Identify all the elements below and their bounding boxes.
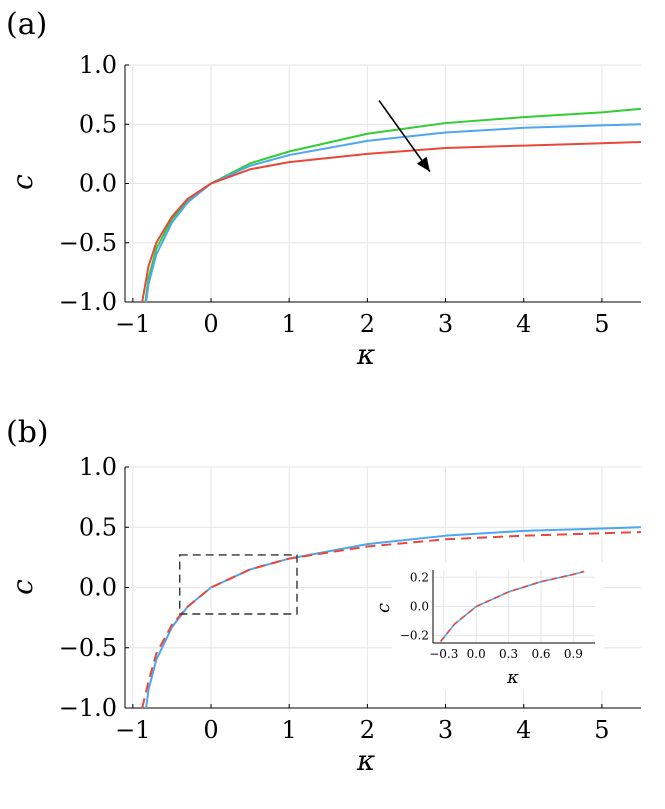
panel-a: (a) −1 0 1 2 3 4 5 −1.0 −0.5 0.0 0.5 1.0 c κ [6, 7, 642, 371]
series-line [141, 141, 642, 303]
inset-series [439, 570, 585, 643]
inset-axes: −0.3 0.0 0.3 0.6 0.9 −0.2 0.0 0.2 [400, 570, 595, 661]
inset-x-tick-label: 0.9 [564, 647, 583, 661]
panel-a-axes: −1 0 1 2 3 4 5 −1.0 −0.5 0.0 0.5 1.0 [59, 51, 641, 338]
zoom-region-box [179, 554, 298, 615]
inset-chart: −0.3 0.0 0.3 0.6 0.9 −0.2 0.0 0.2 c κ [373, 562, 604, 690]
inset-xlabel: κ [506, 667, 519, 688]
panel-b-label: (b) [6, 415, 49, 450]
y-tick-label: 1.0 [79, 453, 117, 481]
panel-a-series [141, 107, 642, 303]
panel-b-ylabel: c [6, 579, 39, 595]
x-tick-label: 5 [594, 716, 609, 744]
inset-x-tick-label: 0.6 [531, 647, 550, 661]
x-tick-label: 2 [360, 716, 375, 744]
y-tick-label: 0.0 [79, 170, 117, 198]
y-tick-label: 0.5 [79, 110, 117, 138]
x-tick-label: −1 [115, 310, 150, 338]
y-tick-label: 0.5 [79, 513, 117, 541]
panel-a-xlabel: κ [356, 338, 375, 371]
x-tick-label: 0 [203, 310, 218, 338]
series-line [141, 531, 642, 709]
inset-y-tick-label: 0.0 [410, 600, 429, 614]
y-tick-label: −1.0 [59, 288, 117, 316]
inset-y-tick-label: −0.2 [400, 629, 429, 643]
x-tick-label: 2 [360, 310, 375, 338]
inset-background [392, 562, 604, 690]
x-tick-label: 1 [282, 716, 297, 744]
inset-series-line [439, 570, 585, 643]
inset-y-tick-label: 0.2 [410, 570, 429, 584]
panel-b-xlabel: κ [356, 744, 375, 777]
panel-b-zoom-box [179, 554, 298, 615]
x-tick-label: 5 [594, 310, 609, 338]
inset-ylabel: c [373, 603, 394, 613]
x-tick-label: 1 [282, 310, 297, 338]
y-tick-label: 0.0 [79, 574, 117, 602]
x-tick-label: 3 [438, 310, 453, 338]
x-tick-label: 0 [203, 716, 218, 744]
y-tick-label: −1.0 [59, 694, 117, 722]
arrow-shaft [378, 100, 431, 173]
series-line [144, 107, 642, 303]
inset-x-tick-label: −0.3 [429, 647, 458, 661]
panel-b-series [141, 526, 642, 709]
panel-a-grid [125, 64, 641, 303]
panel-a-label: (a) [6, 7, 47, 42]
inset-x-tick-label: 0.0 [467, 647, 486, 661]
series-line [145, 526, 642, 709]
panel-a-annotations [378, 100, 431, 173]
series-line [145, 123, 642, 303]
y-tick-label: −0.5 [59, 229, 117, 257]
inset-x-tick-label: 0.3 [499, 647, 518, 661]
panel-b-axes: −1 0 1 2 3 4 5 −1.0 −0.5 0.0 0.5 1.0 [59, 453, 641, 744]
y-tick-label: 1.0 [79, 51, 117, 79]
x-tick-label: 3 [438, 716, 453, 744]
x-tick-label: −1 [115, 716, 150, 744]
x-tick-label: 4 [516, 716, 531, 744]
x-tick-label: 4 [516, 310, 531, 338]
panel-b: (b) −1 0 1 2 3 4 5 −1.0 −0.5 0.0 0.5 1.0 c κ −0.3 0.… [6, 415, 642, 777]
panel-a-ylabel: c [6, 174, 39, 190]
y-tick-label: −0.5 [59, 634, 117, 662]
arrow-head [416, 156, 430, 172]
